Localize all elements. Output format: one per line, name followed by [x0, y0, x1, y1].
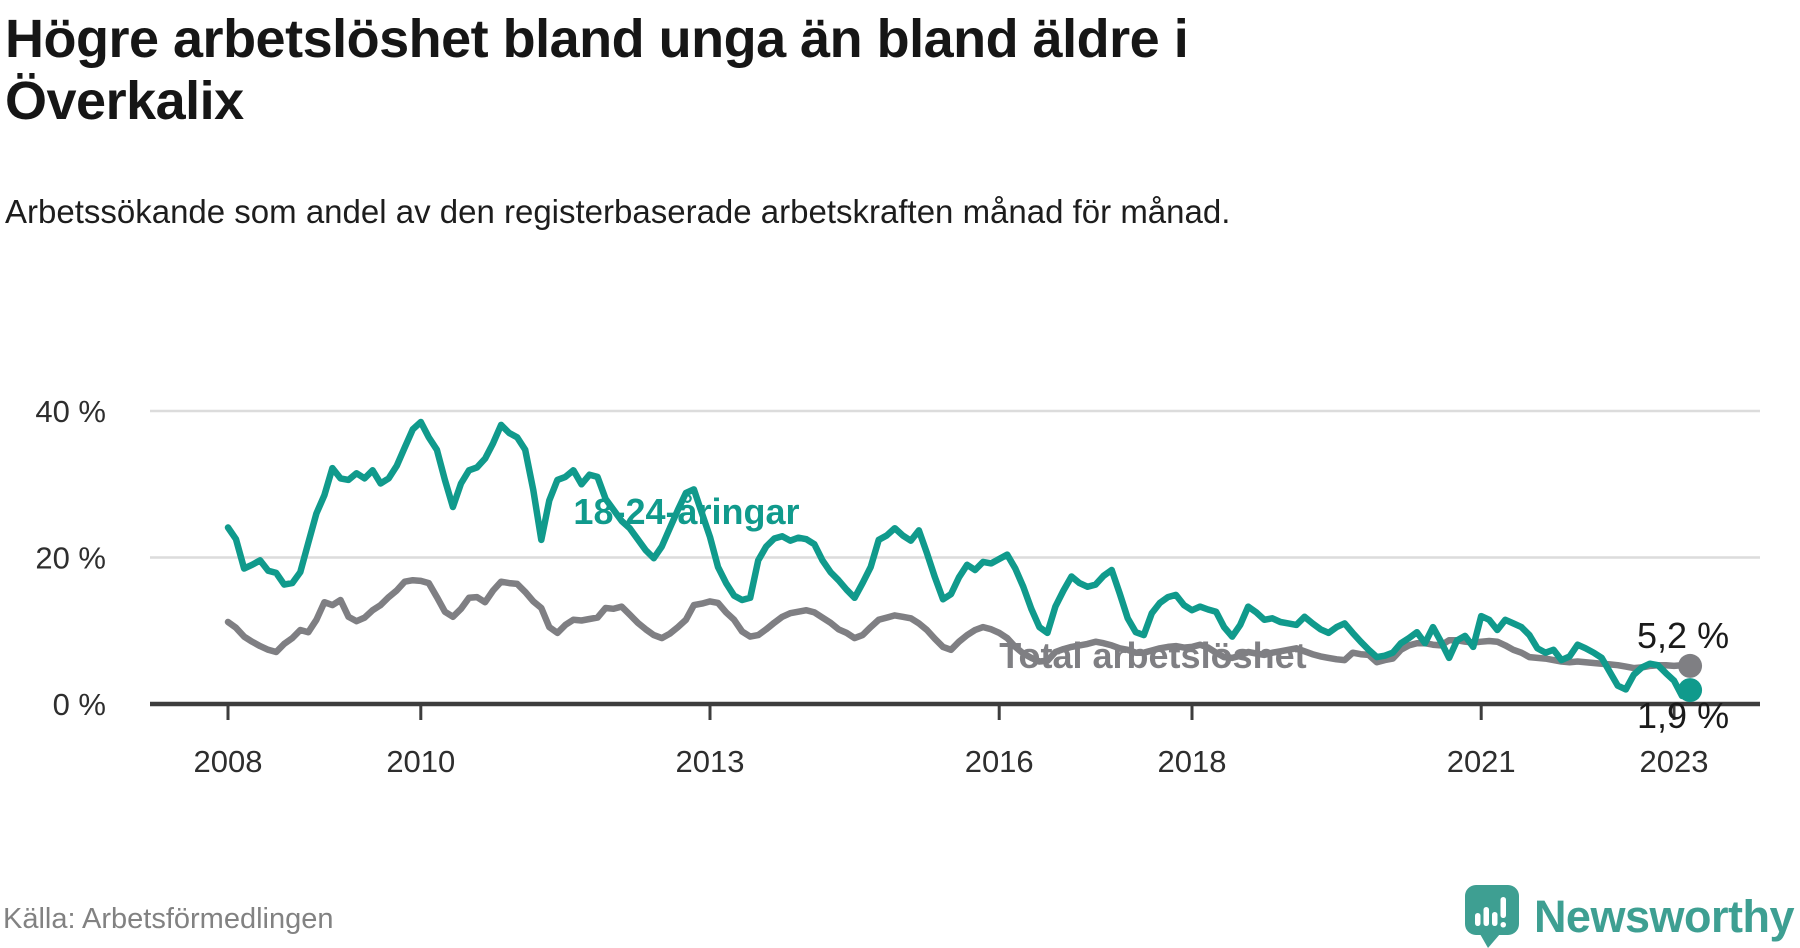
series-label: 18-24-åringar	[573, 491, 799, 532]
source-note: Källa: Arbetsförmedlingen	[3, 903, 334, 935]
chart-title: Högre arbetslöshet bland unga än bland ä…	[5, 9, 1189, 131]
y-axis-label: 0 %	[53, 687, 106, 722]
end-dot-18-24	[1678, 678, 1703, 703]
x-axis-label: 2008	[194, 744, 263, 779]
x-axis-label: 2021	[1447, 744, 1516, 779]
newsworthy-wordmark: Newsworthy	[1533, 890, 1795, 942]
y-axis-label: 20 %	[35, 541, 106, 576]
chart-subtitle: Arbetssökande som andel av den registerb…	[5, 193, 1231, 230]
y-axis-label: 40 %	[35, 394, 106, 429]
end-dot-total	[1678, 653, 1703, 678]
x-axis-label: 2013	[676, 744, 745, 779]
x-axis-label: 2018	[1158, 744, 1227, 779]
x-axis-label: 2010	[386, 744, 455, 779]
series-line-18-24	[224, 418, 1694, 700]
x-axis-label: 2016	[965, 744, 1034, 779]
series-label: Total arbetslöshet	[999, 635, 1306, 676]
newsworthy-logo: Newsworthy	[1464, 884, 1795, 948]
x-axis-label: 2023	[1640, 744, 1709, 779]
end-value-label-total: 5,2 %	[1637, 615, 1729, 656]
newsworthy-icon	[1464, 885, 1519, 948]
line-chart: 40 % 20 % 0 % 2008 2010 2013 2016 2018 2021 2023 1…	[35, 394, 1760, 779]
series-line-total	[224, 576, 1694, 672]
end-value-label-18-24: 1,9 %	[1637, 695, 1729, 736]
